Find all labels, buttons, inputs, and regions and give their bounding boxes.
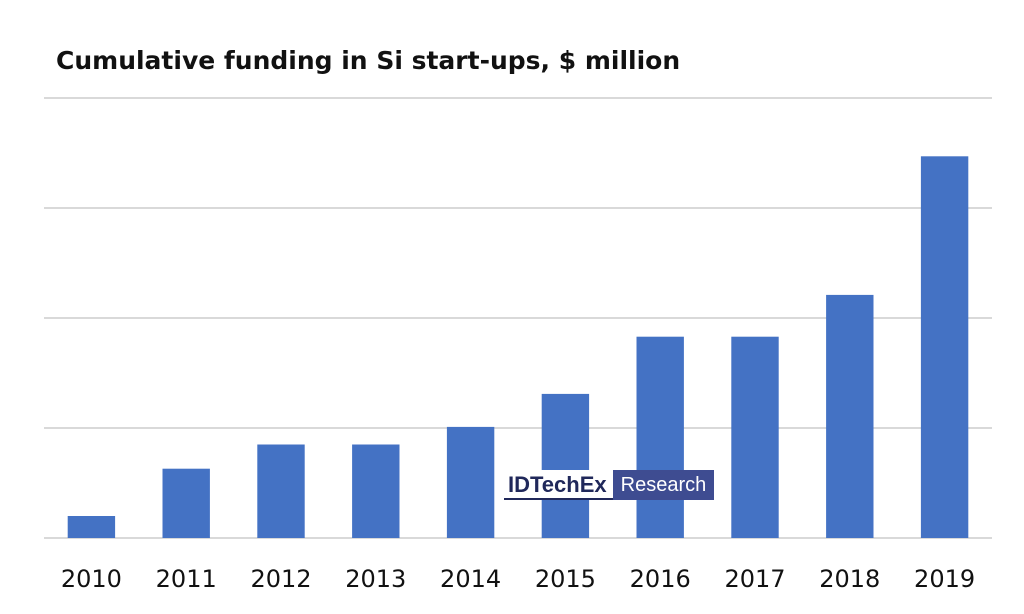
bars bbox=[67, 156, 969, 539]
x-tick-label-2013: 2013 bbox=[345, 565, 406, 593]
x-tick-label-2019: 2019 bbox=[914, 565, 975, 593]
bar-2019 bbox=[920, 156, 969, 539]
x-tick-label-2016: 2016 bbox=[630, 565, 691, 593]
x-tick-label-2011: 2011 bbox=[156, 565, 217, 593]
bar-2011 bbox=[162, 468, 210, 538]
bar-2018 bbox=[826, 294, 874, 538]
idtechex-research-watermark: IDTechEx Research bbox=[504, 470, 715, 500]
x-tick-label-2018: 2018 bbox=[819, 565, 880, 593]
bar-2013 bbox=[352, 444, 400, 538]
bar-2017 bbox=[731, 336, 779, 538]
bar-2014 bbox=[446, 426, 495, 538]
watermark-brand: IDTechEx bbox=[504, 470, 613, 500]
bar-2012 bbox=[257, 444, 305, 538]
chart-title: Cumulative funding in Si start-ups, $ mi… bbox=[56, 46, 681, 75]
x-axis-tick-labels: 2010 2011 2012 2013 2014 2015 2016 2017 2018 2019 bbox=[61, 565, 975, 593]
watermark-tag: Research bbox=[612, 470, 715, 500]
x-tick-label-2012: 2012 bbox=[250, 565, 311, 593]
x-tick-label-2010: 2010 bbox=[61, 565, 122, 593]
bar-2010 bbox=[67, 516, 116, 538]
bar-2016 bbox=[636, 336, 684, 538]
x-tick-label-2015: 2015 bbox=[535, 565, 596, 593]
bar-2015 bbox=[541, 393, 590, 538]
x-tick-label-2017: 2017 bbox=[724, 565, 785, 593]
x-tick-label-2014: 2014 bbox=[440, 565, 501, 593]
